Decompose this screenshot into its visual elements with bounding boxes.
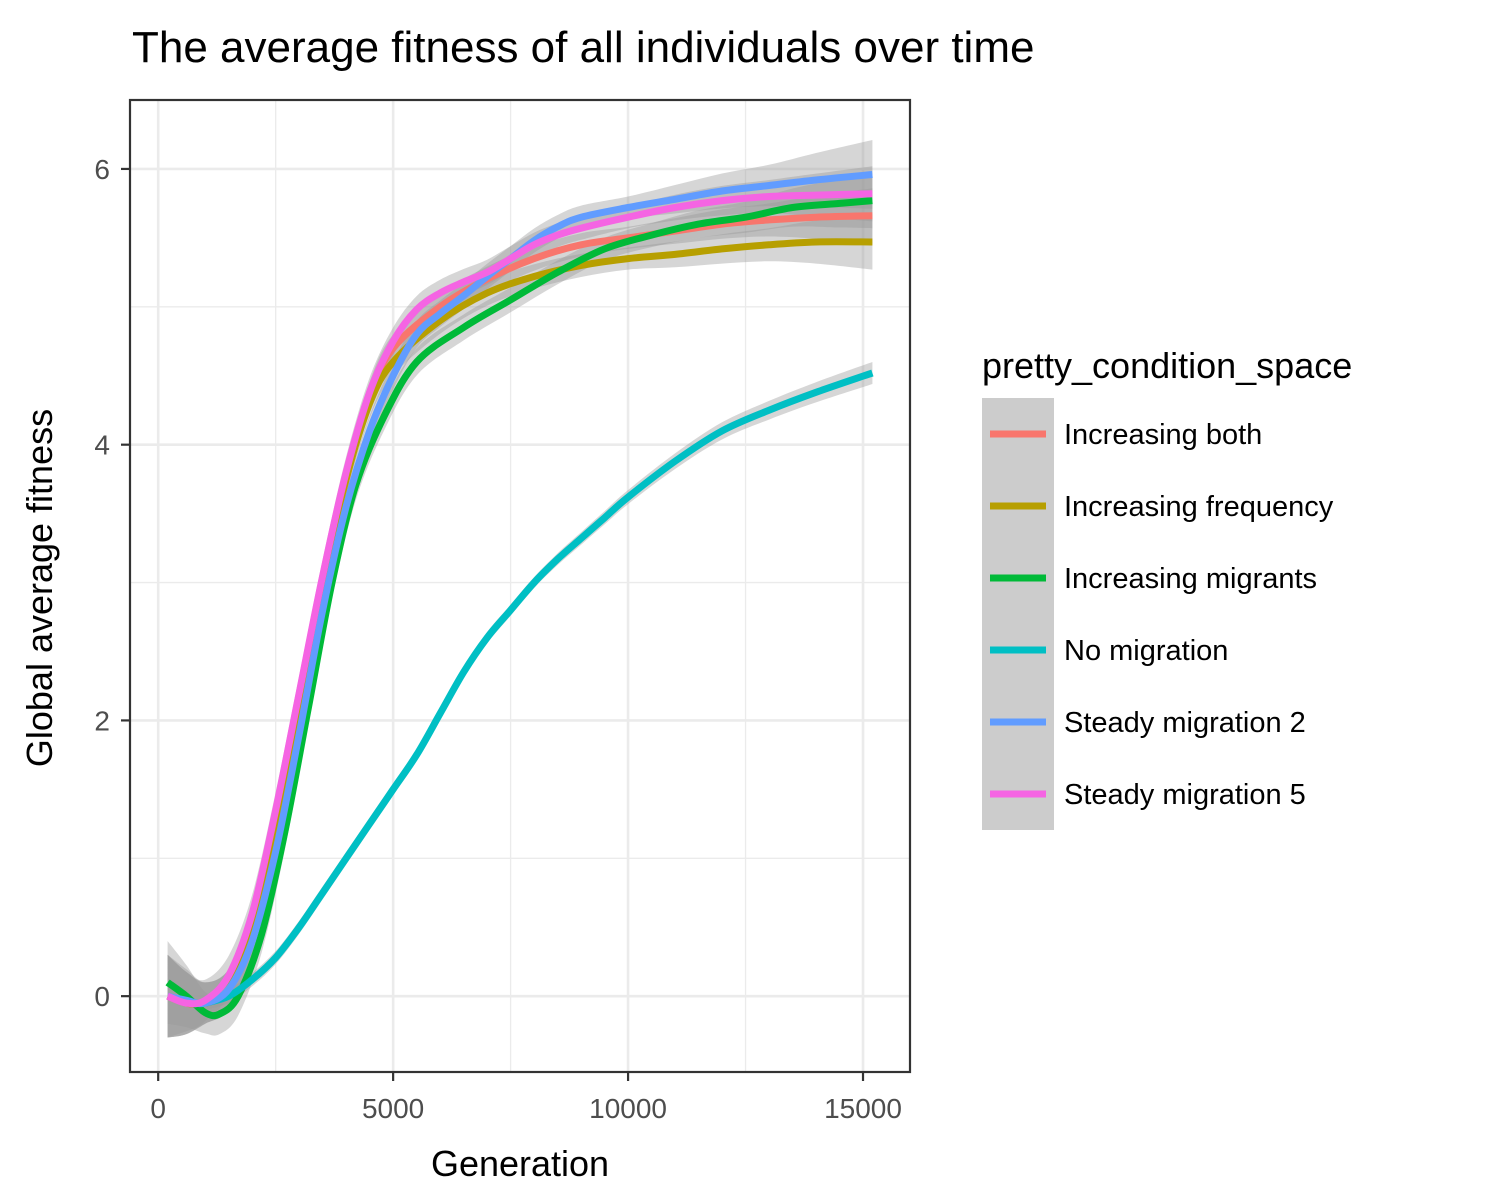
series-line — [165, 197, 873, 1020]
legend-item: No migration — [990, 635, 1228, 667]
grid-lines — [130, 100, 910, 1072]
legend-items: Increasing both Increasing frequency Incre… — [990, 419, 1334, 811]
x-tick-label: 15000 — [824, 1093, 902, 1124]
legend-item: Increasing migrants — [990, 563, 1317, 595]
series-line — [166, 171, 873, 1008]
x-axis-ticks: 0 5000 10000 15000 — [150, 1072, 902, 1124]
x-tick-label: 10000 — [589, 1093, 667, 1124]
y-tick-label: 0 — [94, 981, 110, 1012]
chart-title: The average fitness of all individuals o… — [132, 23, 1034, 72]
legend-label: Increasing migrants — [1064, 563, 1317, 595]
legend-item: Increasing both — [990, 419, 1262, 451]
series-lines — [165, 171, 874, 1020]
y-tick-label: 6 — [94, 154, 110, 185]
y-tick-label: 4 — [94, 430, 110, 461]
panel-border — [128, 98, 912, 1074]
legend-label: Increasing frequency — [1064, 491, 1334, 523]
legend-label: No migration — [1064, 635, 1228, 667]
legend: pretty_condition_space Increasing bothIn… — [982, 345, 1352, 830]
legend-title: pretty_condition_space — [982, 345, 1352, 386]
legend-item: Increasing frequency — [990, 491, 1334, 523]
legend-label: Steady migration 2 — [1064, 707, 1306, 739]
y-tick-label: 2 — [94, 705, 110, 736]
legend-label: Increasing both — [1064, 419, 1262, 451]
legend-item: Steady migration 2 — [990, 707, 1306, 739]
series-line — [166, 190, 873, 1008]
plot-frame — [128, 98, 912, 1074]
y-axis-title: Global average fitness — [19, 409, 60, 767]
x-tick-label: 0 — [150, 1093, 166, 1124]
x-axis-title: Generation — [431, 1143, 609, 1184]
legend-label: Steady migration 5 — [1064, 779, 1306, 811]
legend-item: Steady migration 5 — [990, 779, 1306, 811]
x-tick-label: 5000 — [362, 1093, 424, 1124]
series-line — [204, 369, 874, 1007]
legend-key-background — [982, 398, 1054, 830]
y-axis-ticks: 0 2 4 6 — [94, 154, 130, 1012]
